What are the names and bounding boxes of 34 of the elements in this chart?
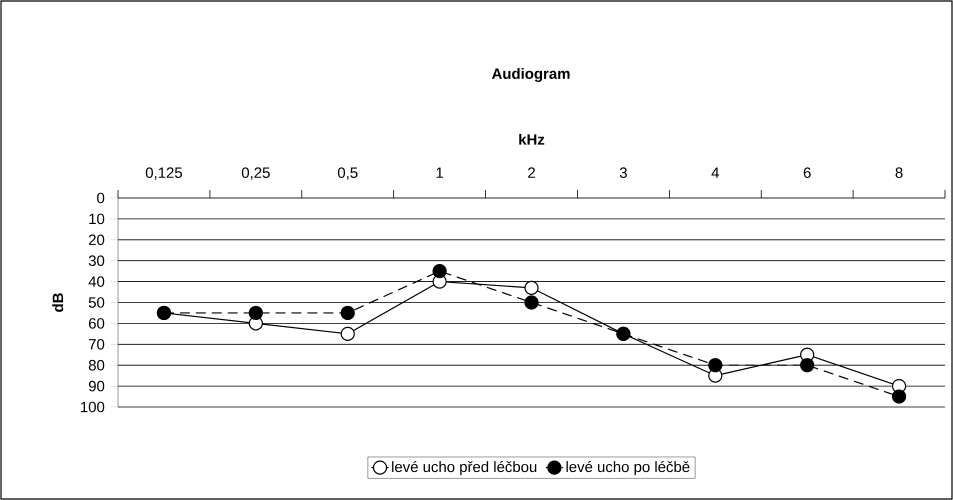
x-axis-title: kHz [519,134,544,145]
point [524,295,539,310]
point [432,264,447,278]
y-tick-label: 70 [88,338,104,350]
x-tick-label: 3 [620,167,627,178]
point [340,326,355,341]
y-tick-label: 50 [88,297,104,308]
y-tick-label: 30 [88,255,104,266]
point [248,306,263,320]
chart-title: Audiogram [492,68,570,82]
x-tick-label: 0,125 [146,167,182,180]
x-tick-label: 8 [896,167,903,178]
point [800,358,814,372]
y-tick-label: 20 [88,234,104,246]
y-tick-label: 100 [81,402,104,412]
y-axis-title: dB [52,293,64,312]
y-tick-label: 90 [88,380,104,392]
y-tick-label: 60 [88,318,104,329]
point [524,280,539,295]
x-tick-label: 4 [711,168,720,178]
y-tick-label: 40 [88,276,104,287]
y-tick-label: 80 [88,360,104,370]
x-tick-label: 1 [436,168,444,178]
point [340,306,355,320]
x-tick-label: 6 [804,167,811,178]
y-tick-label: 10 [89,214,104,224]
point [708,358,722,372]
y-tick-label: 0 [97,192,104,204]
x-tick-label: 0,25 [242,167,270,180]
x-tick-label: 2 [528,167,535,178]
x-tick-label: 0,5 [338,167,358,180]
legend-label: levé ucho před léčbou [392,460,536,476]
legend-label: levé ucho po léčbě [566,460,690,476]
point [892,389,906,404]
